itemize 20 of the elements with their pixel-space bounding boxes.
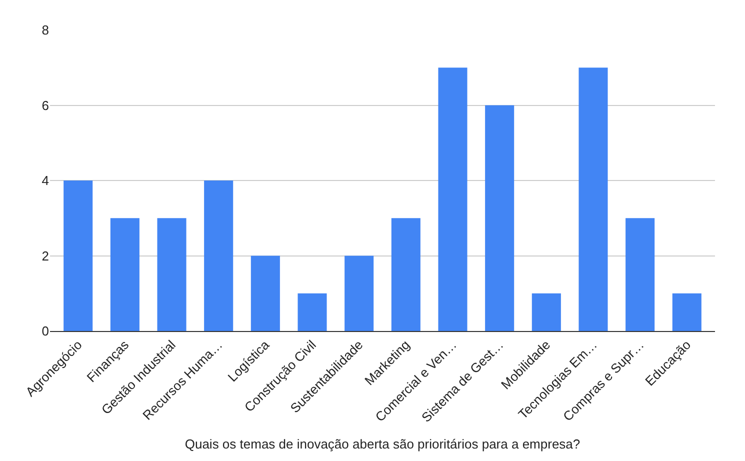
bar: [64, 180, 93, 331]
y-tick-label: 8: [42, 22, 49, 38]
bar: [626, 218, 655, 331]
y-tick-label: 4: [42, 173, 49, 188]
y-tick-label: 2: [42, 248, 49, 264]
bar: [578, 68, 608, 331]
bar: [157, 218, 186, 331]
y-tick-label: 6: [42, 98, 49, 113]
bar: [391, 218, 420, 331]
bar: [344, 256, 374, 331]
x-axis-title: Quais os temas de inovação aberta são prioritários para a empresa?: [184, 436, 580, 452]
bar: [298, 293, 327, 331]
bar: [110, 218, 140, 331]
bar: [485, 105, 514, 331]
bar: [204, 180, 234, 331]
y-tick-label: 0: [42, 324, 49, 339]
bar: [250, 256, 280, 331]
bar: [532, 293, 561, 331]
bar: [438, 68, 468, 331]
bar: [672, 293, 702, 331]
